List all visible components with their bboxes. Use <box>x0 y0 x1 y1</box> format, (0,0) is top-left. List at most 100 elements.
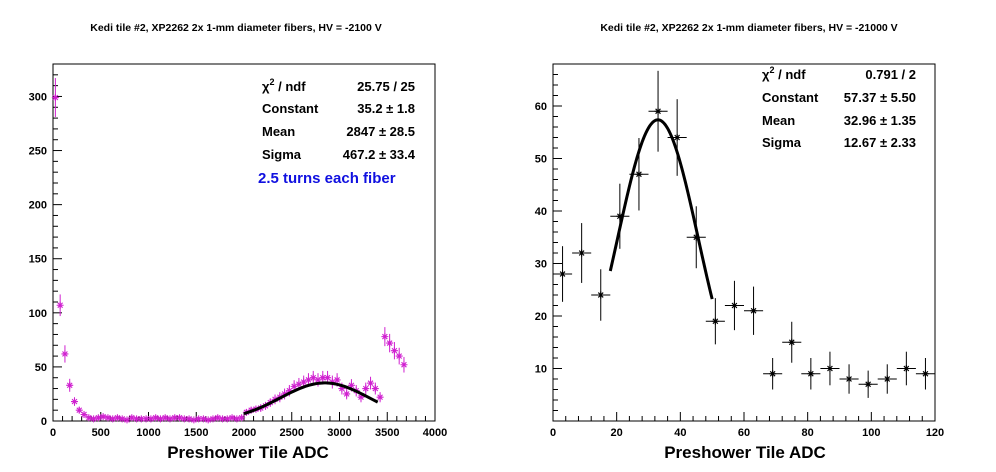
right-stat-value-constant: 57.37 ± 5.50 <box>844 90 916 105</box>
left-data-point <box>199 415 207 423</box>
left-data-point <box>381 327 389 347</box>
left-data-point <box>395 347 403 365</box>
left-x-axis-label: Preshower Tile ADC <box>167 443 329 462</box>
right-data-point <box>724 280 744 331</box>
left-data-point <box>362 382 370 395</box>
left-data-point <box>209 415 217 423</box>
left-stat-label-constant: Constant <box>262 101 319 116</box>
left-data-point <box>219 415 227 423</box>
left-data-point <box>233 415 241 423</box>
right-x-tick-label: 40 <box>674 427 686 439</box>
left-data-point <box>142 415 150 423</box>
right-data-point <box>858 370 878 398</box>
left-data-point <box>281 388 289 400</box>
left-y-tick-label: 50 <box>35 362 47 374</box>
right-chart-title: Kedi tile #2, XP2262 2x 1-mm diameter fi… <box>600 22 897 34</box>
left-data-point <box>190 416 198 424</box>
right-data-point <box>553 246 573 302</box>
left-data-point <box>85 414 93 422</box>
left-data-point <box>109 415 117 423</box>
left-fit-curve <box>243 381 379 416</box>
left-data-point <box>161 414 169 422</box>
left-data-point <box>66 378 74 392</box>
left-data-point <box>75 406 83 414</box>
right-stat-value-chi2: 0.791 / 2 <box>865 67 916 82</box>
left-data-point <box>195 415 203 423</box>
left-annotation: 2.5 turns each fiber <box>258 170 396 187</box>
left-data-point <box>185 415 193 423</box>
right-data-point <box>610 183 630 249</box>
left-data-point <box>51 78 59 118</box>
left-data-point <box>99 413 107 421</box>
left-data-point <box>133 415 141 423</box>
left-y-tick-label: 0 <box>41 416 47 428</box>
right-stat-label-mean: Mean <box>762 113 795 128</box>
left-chart: Kedi tile #2, XP2262 2x 1-mm diameter fi… <box>29 22 448 462</box>
left-data-point <box>70 397 78 406</box>
right-y-tick-label: 60 <box>535 101 547 113</box>
left-stat-value-chi2: 25.75 / 25 <box>357 79 415 94</box>
right-x-tick-label: 0 <box>550 427 556 439</box>
right-stat-label-sigma: Sigma <box>762 135 802 150</box>
left-data-point <box>367 376 375 390</box>
left-data-point <box>56 294 64 317</box>
right-data-point <box>705 298 725 345</box>
left-y-tick-label: 100 <box>29 308 47 320</box>
left-data-point <box>376 392 384 403</box>
left-data-point <box>118 415 126 423</box>
left-data-point <box>123 416 131 424</box>
right-x-tick-label: 20 <box>611 427 623 439</box>
right-data-point <box>820 351 840 386</box>
right-chart: Kedi tile #2, XP2262 2x 1-mm diameter fi… <box>535 22 944 462</box>
right-data-point <box>915 358 935 390</box>
left-data-point <box>223 415 231 423</box>
left-data-point <box>90 415 98 423</box>
right-data-point <box>572 223 592 283</box>
left-x-tick-label: 500 <box>92 427 110 439</box>
left-data-point <box>386 333 394 353</box>
left-data-point <box>104 414 112 422</box>
left-data-point <box>180 415 188 423</box>
left-stat-value-mean: 2847 ± 28.5 <box>346 124 415 139</box>
left-y-tick-label: 300 <box>29 91 47 103</box>
left-stat-value-constant: 35.2 ± 1.8 <box>357 101 415 116</box>
left-stat-label-sigma: Sigma <box>262 147 302 162</box>
right-y-tick-label: 20 <box>535 311 547 323</box>
left-x-tick-label: 1000 <box>136 427 160 439</box>
right-data-point <box>877 364 897 394</box>
right-data-point <box>763 358 783 390</box>
left-data-point <box>156 415 164 423</box>
right-data-point <box>744 286 764 335</box>
left-chart-title: Kedi tile #2, XP2262 2x 1-mm diameter fi… <box>90 22 382 34</box>
right-data-point <box>782 321 802 363</box>
right-data-point <box>648 70 668 152</box>
right-stat-label-constant: Constant <box>762 90 819 105</box>
right-x-axis-label: Preshower Tile ADC <box>664 443 826 462</box>
left-data-point <box>204 416 212 424</box>
right-y-tick-label: 30 <box>535 259 547 271</box>
left-data-point <box>166 415 174 423</box>
left-plot-frame <box>52 63 436 422</box>
left-x-tick-label: 0 <box>50 427 56 439</box>
left-data-point <box>80 411 88 419</box>
left-stat-value-sigma: 467.2 ± 33.4 <box>343 147 416 162</box>
right-x-tick-label: 80 <box>802 427 814 439</box>
left-data-point <box>238 414 246 422</box>
left-data-point <box>390 342 398 360</box>
left-stat-label-chi2: χ2 / ndf <box>262 77 306 94</box>
right-fit-curve <box>608 118 714 300</box>
left-data-point <box>147 415 155 423</box>
left-data-point <box>61 345 69 363</box>
left-data-point <box>309 370 317 385</box>
left-x-tick-label: 3500 <box>375 427 399 439</box>
left-x-tick-label: 2000 <box>232 427 256 439</box>
right-data-point <box>896 351 916 386</box>
left-data-point <box>128 414 136 422</box>
right-x-tick-label: 120 <box>926 427 944 439</box>
left-data-point <box>176 414 184 422</box>
left-data-point <box>214 414 222 422</box>
left-stats-box: χ2 / ndf 25.75 / 25 Constant 35.2 ± 1.8 … <box>262 77 416 162</box>
right-stats-box: χ2 / ndf 0.791 / 2 Constant 57.37 ± 5.50… <box>762 65 916 150</box>
left-data-point <box>400 356 408 373</box>
right-data-point <box>686 206 706 269</box>
